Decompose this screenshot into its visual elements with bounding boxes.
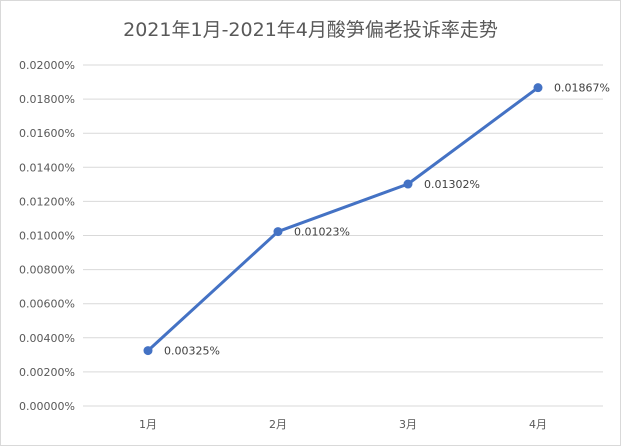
x-tick-label: 1月 [139, 418, 157, 431]
data-label: 0.00325% [164, 345, 220, 358]
y-tick-label: 0.00400% [19, 332, 75, 345]
data-point [143, 346, 153, 356]
y-tick-label: 0.01000% [19, 230, 75, 243]
data-label: 0.01023% [294, 226, 350, 239]
y-tick-label: 0.01600% [19, 127, 75, 140]
x-tick-label: 2月 [269, 418, 287, 431]
data-point [533, 83, 543, 93]
data-point [273, 227, 283, 237]
data-label: 0.01867% [554, 82, 610, 95]
chart-title: 2021年1月-2021年4月酸笋偏老投诉率走势 [123, 19, 498, 41]
x-tick-label: 4月 [529, 418, 547, 431]
x-tick-label: 3月 [399, 418, 417, 431]
data-point [403, 179, 413, 189]
y-tick-label: 0.01400% [19, 161, 75, 174]
y-tick-label: 0.00800% [19, 264, 75, 277]
y-tick-label: 0.00600% [19, 298, 75, 311]
y-tick-label: 0.02000% [19, 59, 75, 72]
y-tick-label: 0.01800% [19, 93, 75, 106]
series-line [146, 86, 539, 352]
data-label: 0.01302% [424, 178, 480, 191]
y-tick-label: 0.00200% [19, 366, 75, 379]
y-tick-label: 0.01200% [19, 195, 75, 208]
y-tick-label: 0.00000% [19, 400, 75, 413]
